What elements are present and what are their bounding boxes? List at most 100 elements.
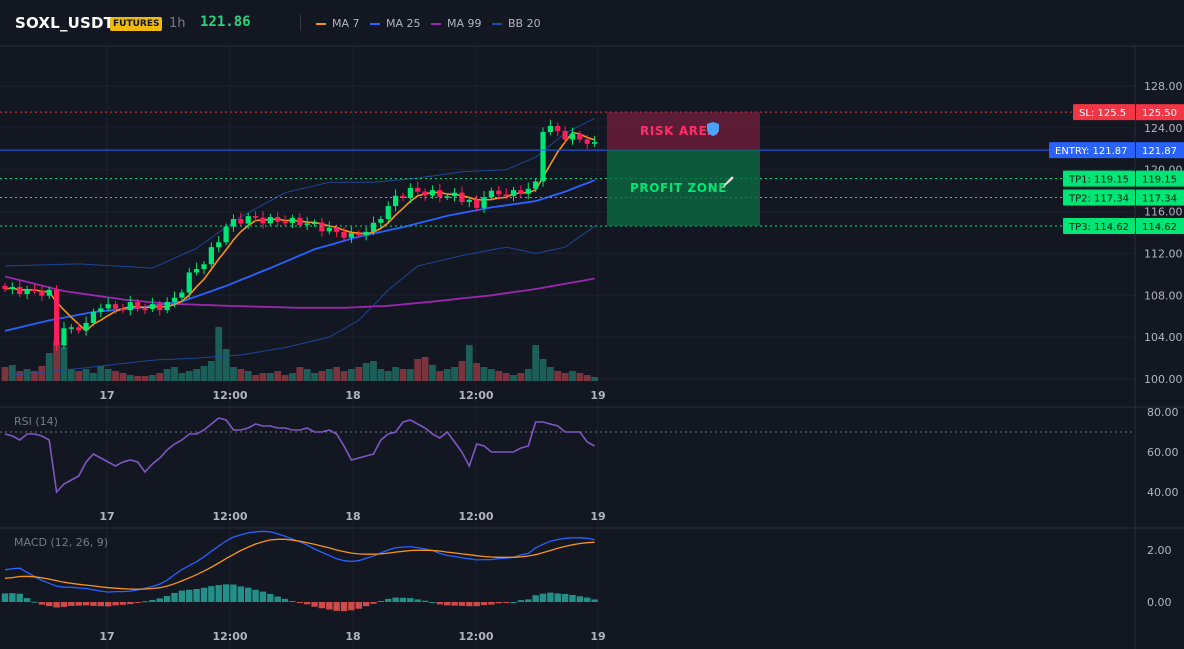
volume-bar — [252, 375, 259, 381]
macd-histogram-bar — [112, 602, 119, 606]
macd-histogram-bar — [385, 598, 392, 602]
macd-histogram-bar — [444, 602, 451, 606]
volume-bar — [421, 357, 429, 381]
macd-histogram-bar — [23, 598, 31, 602]
risk-area-zone[interactable] — [607, 112, 760, 151]
macd-histogram-bar — [104, 602, 112, 607]
macd-histogram-bar — [547, 592, 554, 602]
macd-histogram-bar — [525, 599, 532, 602]
macd-histogram-bar — [281, 598, 289, 602]
candle-body — [569, 133, 576, 140]
volume-bar — [377, 369, 385, 381]
volume-bar — [296, 367, 304, 381]
volume-bar — [561, 373, 569, 381]
candle-body — [378, 218, 384, 223]
macd-histogram-bar — [193, 589, 200, 602]
macd-histogram-bar — [9, 593, 16, 602]
macd-histogram-bar — [119, 602, 127, 605]
legend-ma7-label: MA 7 — [332, 17, 360, 30]
candle-body — [496, 190, 502, 195]
candle-body — [230, 219, 237, 227]
volume-bar — [215, 327, 223, 381]
macd-histogram-bar — [134, 602, 141, 603]
candle-body — [252, 216, 259, 218]
volume-bar — [126, 375, 134, 381]
candlesticks[interactable] — [2, 119, 598, 351]
candle-body — [289, 217, 296, 223]
candle-body — [61, 328, 67, 346]
candle-body — [319, 222, 325, 232]
candle-body — [297, 217, 303, 225]
candle-body — [407, 187, 413, 198]
candle-body — [46, 289, 52, 296]
volume-bar — [67, 369, 75, 381]
interval-selector[interactable]: 1h — [169, 16, 186, 31]
candle-body — [201, 264, 207, 270]
candle-body — [451, 192, 458, 197]
volume-bar — [443, 369, 451, 381]
macd-histogram-bar — [230, 584, 237, 602]
price-tick-label: 116.00 — [1144, 206, 1183, 219]
legend-ma99[interactable]: MA 99 — [431, 17, 482, 30]
candle-body — [474, 199, 480, 208]
price-tick-label: 112.00 — [1144, 247, 1183, 260]
rsi-tick-label: 40.00 — [1147, 486, 1179, 499]
candle-body — [245, 216, 251, 224]
tp3-tag-label: TP3: 114.62 — [1068, 222, 1129, 233]
macd-histogram-bar — [370, 602, 377, 604]
price-axis[interactable]: 128.00124.00120.00116.00112.00108.00104.… — [1144, 80, 1183, 386]
macd-histogram-bar — [576, 596, 584, 602]
volume-bar — [90, 373, 97, 381]
macd-histogram-bar — [296, 602, 303, 603]
candle-body — [415, 187, 421, 192]
legend-ma25[interactable]: MA 25 — [370, 17, 421, 30]
time-tick-label: 17 — [99, 389, 114, 402]
macd-histogram-bar — [539, 593, 547, 602]
candle-body — [547, 125, 553, 133]
candle-body — [334, 227, 340, 232]
entry-tag-label: ENTRY: 121.87 — [1055, 146, 1128, 157]
volume-bar — [399, 369, 407, 381]
volume-bar — [355, 367, 363, 381]
profit-zone[interactable] — [607, 150, 760, 227]
sl-tag-value: 125.50 — [1142, 108, 1177, 119]
rocket-icon — [720, 176, 734, 189]
macd-histogram-bar — [31, 601, 38, 603]
volume-bar — [502, 373, 510, 381]
candle-body — [562, 131, 568, 140]
volume-bar — [45, 353, 53, 381]
candle-body — [540, 132, 546, 182]
legend-ma7[interactable]: MA 7 — [316, 17, 360, 30]
volume-bar — [141, 376, 149, 381]
volume-bar — [207, 361, 215, 381]
volume-bar — [414, 359, 422, 381]
volume-bar — [333, 367, 341, 381]
sl-tag-label: SL: 125.5 — [1079, 108, 1126, 119]
symbol-name[interactable]: SOXL_USDT — [15, 14, 115, 32]
tp2-tag-value-bg — [1136, 189, 1184, 206]
macd-histogram-bar — [237, 586, 245, 602]
candle-body — [341, 231, 347, 238]
volume-bar — [517, 373, 525, 381]
candle-body — [518, 190, 524, 194]
macd-tick-label: 2.00 — [1147, 544, 1172, 557]
tp1-tag-value-bg — [1136, 170, 1184, 187]
candle-body — [68, 327, 74, 329]
volume-bar — [134, 376, 142, 381]
macd-histogram-bar — [149, 599, 156, 602]
risk-area-label: RISK AREA — [640, 124, 717, 138]
volume-bar — [436, 371, 444, 381]
macd-histogram-bar — [458, 602, 466, 606]
candle-body — [481, 197, 487, 208]
ma7-line — [4, 131, 595, 332]
time-axis[interactable]: 17 12:00 18 12:00 19 17 12:00 18 12:00 19 17 12:00 1… — [99, 389, 605, 643]
macd-histogram-bar — [200, 587, 208, 602]
candle-body — [186, 272, 192, 293]
volume-bar — [237, 369, 245, 381]
macd-histogram-bar — [392, 597, 399, 602]
legend-bb20[interactable]: BB 20 — [492, 17, 541, 30]
volume-bar — [1, 367, 9, 381]
macd-histogram-bar — [215, 585, 222, 602]
volume-bar — [259, 373, 267, 381]
